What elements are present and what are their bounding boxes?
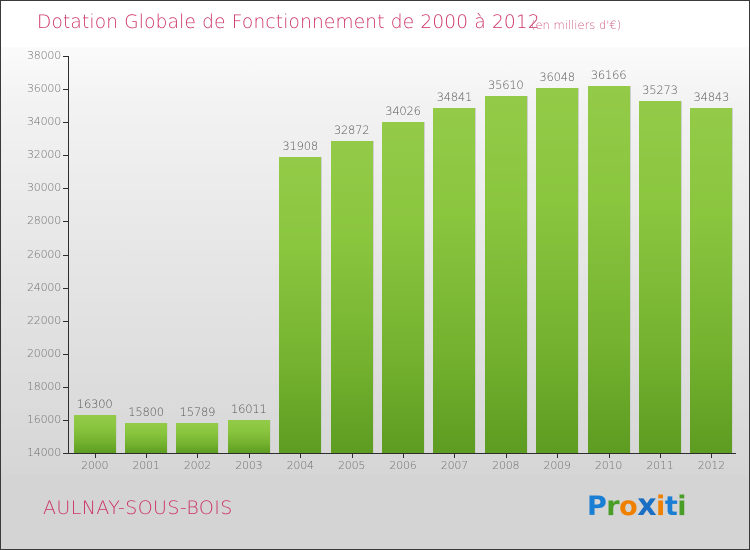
y-axis-tick [63, 320, 69, 322]
y-axis-tick [63, 287, 69, 289]
chart-header: Dotation Globale de Fonctionnement de 20… [1, 1, 749, 47]
bar-value-label: 35610 [487, 77, 524, 92]
bar[interactable] [536, 88, 580, 453]
logo-letter: i [656, 491, 665, 522]
bar[interactable] [587, 86, 631, 453]
y-axis-tick [63, 188, 69, 190]
x-axis-tick [94, 453, 96, 458]
bar[interactable] [227, 419, 271, 453]
y-axis-tick [63, 453, 69, 454]
bar-value-label: 36048 [539, 70, 575, 85]
bar[interactable] [176, 423, 220, 453]
x-axis-tick [403, 453, 404, 458]
y-axis-tick [63, 221, 69, 223]
x-axis-tick [197, 453, 199, 458]
x-axis-label: 2011 [646, 459, 674, 472]
y-axis-label: 34000 [27, 115, 61, 129]
bar[interactable] [690, 108, 734, 453]
bar[interactable] [382, 121, 425, 453]
y-axis-label: 14000 [27, 446, 61, 459]
y-axis-tick [63, 122, 69, 124]
chart-subtitle: (en milliers d'€) [531, 18, 622, 32]
y-axis-label: 26000 [27, 247, 61, 261]
x-axis-label: 2004 [286, 459, 314, 472]
x-axis-line [68, 453, 736, 454]
y-axis-label: 38000 [27, 49, 61, 62]
bar-value-label: 31908 [282, 138, 319, 153]
bar[interactable] [484, 95, 528, 453]
x-axis-label: 2010 [594, 459, 623, 472]
logo-letter: P [587, 491, 607, 522]
x-axis-label: 2003 [235, 459, 263, 472]
x-axis-label: 2008 [492, 459, 520, 472]
bars-container [68, 56, 736, 453]
y-axis-tick [63, 155, 69, 157]
y-axis-label: 30000 [27, 181, 61, 195]
y-axis-tick [63, 56, 69, 57]
x-axis-label: 2007 [440, 459, 468, 472]
bar[interactable] [125, 423, 169, 453]
x-axis-label: 2001 [132, 459, 160, 472]
y-axis-label: 20000 [27, 346, 61, 360]
y-axis-label: 24000 [27, 280, 61, 294]
bar-value-label: 32872 [333, 122, 370, 137]
y-axis-label: 28000 [27, 214, 61, 228]
x-axis-tick [248, 453, 250, 458]
x-axis-label: 2002 [183, 459, 212, 472]
x-axis-label: 2006 [389, 459, 417, 472]
x-axis-tick [557, 453, 559, 458]
x-axis-tick [454, 453, 456, 458]
x-axis-tick [608, 453, 610, 458]
bar[interactable] [433, 108, 477, 453]
x-axis-label: 2005 [338, 459, 366, 472]
y-axis-label: 36000 [27, 82, 61, 96]
chart-footer: AULNAY-SOUS-BOIS Proxiti [1, 475, 749, 549]
bar-value-label: 35273 [642, 83, 678, 98]
logo-letter: o [619, 491, 638, 522]
bar-value-label: 34843 [693, 90, 730, 105]
y-axis-label: 22000 [27, 313, 61, 327]
x-axis-tick [659, 453, 661, 458]
bar-value-label: 16300 [76, 396, 113, 411]
bar-value-label: 15800 [128, 405, 164, 420]
x-axis-tick [505, 453, 507, 458]
bar-value-label: 36166 [590, 68, 627, 83]
x-axis-tick [351, 453, 353, 458]
x-axis-label: 2000 [81, 459, 109, 472]
y-axis-label: 18000 [27, 379, 61, 393]
commune-name: AULNAY-SOUS-BOIS [43, 497, 233, 519]
bar-value-label: 34026 [385, 103, 421, 118]
y-axis-label: 16000 [27, 412, 61, 426]
x-axis-tick [711, 453, 713, 458]
bar[interactable] [73, 414, 117, 453]
x-axis-label: 2009 [543, 459, 571, 472]
y-axis-tick [63, 353, 69, 355]
bar[interactable] [638, 101, 682, 453]
bar[interactable] [279, 156, 323, 453]
bar-value-label: 34841 [436, 90, 473, 105]
y-axis-tick [63, 89, 69, 91]
proxiti-logo[interactable]: Proxiti [587, 491, 686, 521]
y-axis-tick [63, 254, 69, 256]
x-axis-tick [300, 453, 302, 458]
logo-letter: x [637, 488, 657, 523]
bar-value-label: 15789 [179, 405, 216, 420]
y-axis-label: 32000 [27, 148, 61, 162]
logo-letter: r [606, 491, 620, 522]
y-axis-tick [63, 419, 69, 421]
y-axis-tick [63, 386, 69, 388]
logo-letter: t [664, 491, 678, 522]
logo-letter: i [677, 491, 686, 522]
x-axis-tick [146, 453, 148, 458]
page-title: Dotation Globale de Fonctionnement de 20… [37, 12, 540, 33]
bar-value-label: 16011 [231, 401, 267, 416]
bar[interactable] [330, 140, 374, 453]
plot-frame: 14000 16000 18000 20000 22000 24000 26000 28000… [1, 47, 749, 475]
x-axis-label: 2012 [697, 459, 725, 472]
